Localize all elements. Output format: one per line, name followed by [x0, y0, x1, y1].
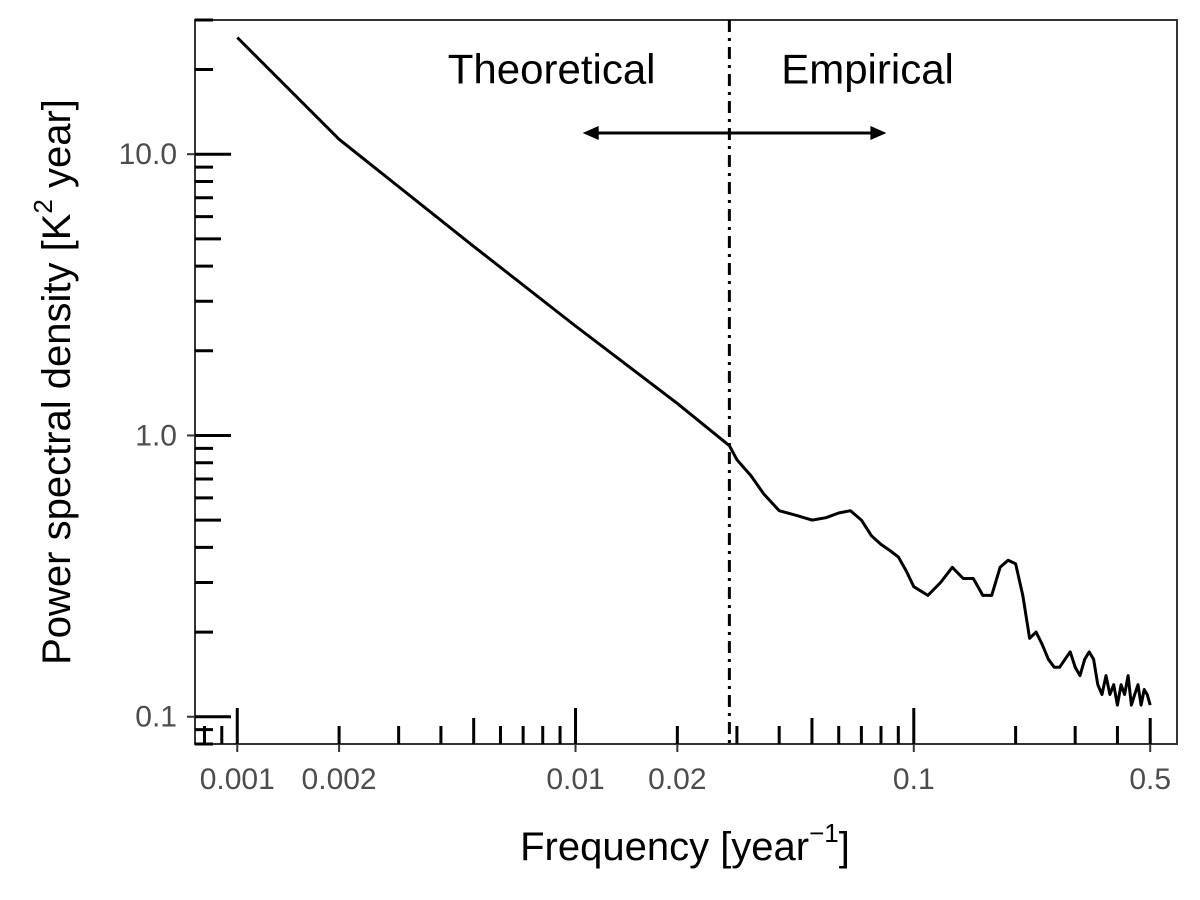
y-axis-ticks: 0.1 1.0 10.0	[119, 18, 231, 746]
x-tick-label: 0.002	[302, 763, 377, 796]
x-axis-ticks: 0.001 0.002 0.01 0.02 0.1 0.5	[200, 708, 1171, 796]
annotation-label: Theoretical	[448, 46, 656, 93]
x-axis-title-superscript: −1	[809, 818, 839, 848]
annotations: Theoretical Empirical	[448, 46, 954, 93]
x-axis-title-end: ]	[839, 825, 850, 869]
x-tick-label: 0.1	[893, 763, 935, 796]
series-line-0	[236, 36, 1152, 707]
y-axis-title: Power spectral density [K2 year]	[28, 99, 79, 665]
x-tick-label: 0.001	[200, 763, 275, 796]
arrow-head-left	[582, 125, 599, 140]
x-axis-title: Frequency [year−1]	[520, 818, 850, 869]
y-tick-label: 0.1	[135, 701, 177, 734]
plot-panel	[194, 19, 1178, 745]
x-tick-label: 0.5	[1129, 763, 1171, 796]
range-arrow	[582, 125, 887, 140]
x-tick-label: 0.02	[648, 763, 706, 796]
annotation-label: Empirical	[781, 46, 954, 93]
y-tick-label: 10.0	[119, 138, 177, 171]
y-axis-title-superscript: 2	[28, 199, 58, 213]
y-axis-title-end: year]	[35, 99, 79, 199]
series-group	[236, 36, 1152, 707]
arrow-head-right	[870, 125, 887, 140]
x-tick-label: 0.01	[546, 763, 604, 796]
y-tick-label: 1.0	[135, 419, 177, 452]
